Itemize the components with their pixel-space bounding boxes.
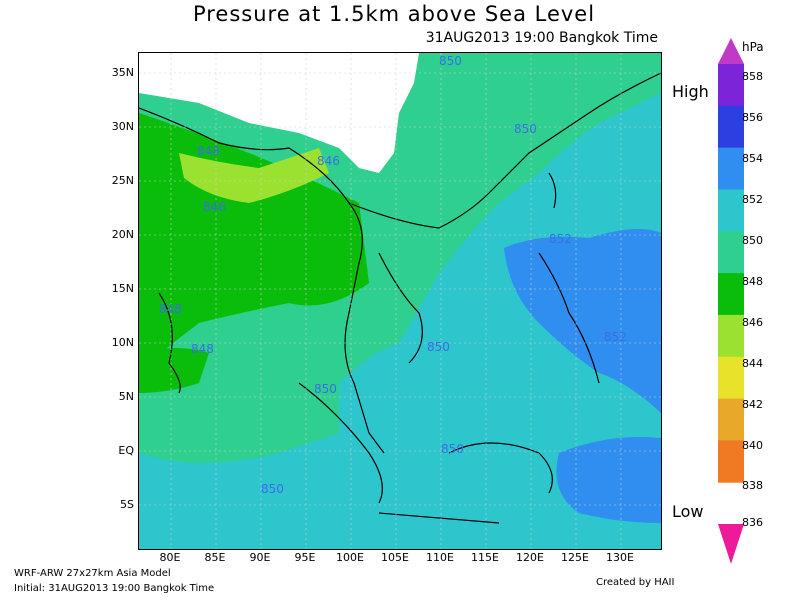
coastline-india — [158, 292, 181, 394]
colorbar-label: 840 — [742, 439, 763, 452]
field-850-south — [139, 413, 399, 549]
colorbar-label: 852 — [742, 193, 763, 206]
colorbar-cells — [718, 64, 744, 483]
colorbar-high-label: High — [672, 82, 709, 101]
y-tick-label: 5N — [118, 390, 134, 403]
colorbar-cell — [718, 273, 744, 316]
coastline-indochina — [378, 252, 423, 364]
x-tick-label: 80E — [159, 551, 181, 564]
contour-label-philippines-north: 852 — [549, 232, 572, 246]
coastline-taiwan — [548, 172, 557, 209]
colorbar-cell — [718, 105, 744, 149]
x-tick-label: 85E — [204, 551, 226, 564]
contour-label-tibet-south: 848 — [197, 144, 220, 158]
coastline-sumatra — [298, 382, 383, 504]
x-tick-label: 130E — [606, 551, 634, 564]
contour-label-java: 850 — [261, 482, 284, 496]
credit: Created by HAII — [596, 577, 675, 588]
contour-label-philippines-east: 852 — [604, 330, 627, 344]
field-852-philippines — [504, 229, 661, 413]
x-tick-label: 110E — [426, 551, 454, 564]
contour-label-sumatra: 850 — [314, 382, 337, 396]
colorbar-cell — [718, 231, 744, 274]
colorbar-cell — [718, 147, 744, 190]
colorbar-label: 854 — [742, 152, 763, 165]
colorbar — [718, 38, 744, 564]
initial-time: Initial: 31AUG2013 19:00 Bangkok Time — [14, 583, 215, 594]
colorbar-cell — [718, 189, 744, 232]
contour-label-sri-lanka: 848 — [191, 342, 214, 356]
y-tick-label: 25N — [111, 174, 134, 187]
map-title: Pressure at 1.5km above Sea Level — [192, 2, 596, 26]
field-850-852 — [339, 93, 661, 549]
colorbar-label: 842 — [742, 398, 763, 411]
contour-label-malaysia: 850 — [427, 340, 450, 354]
model-name: WRF-ARW 27x27km Asia Model — [14, 568, 171, 579]
contour-label-bangladesh: 846 — [317, 154, 340, 168]
colorbar-label: 844 — [742, 357, 763, 370]
colorbar-top-arrow — [718, 38, 744, 64]
field-852-southeast — [556, 437, 661, 523]
contour-label-north: 850 — [439, 54, 462, 68]
colorbar-cell — [718, 398, 744, 441]
contour-label-taiwan-strait: 850 — [514, 122, 537, 136]
field-844 — [179, 148, 329, 203]
colorbar-label: 848 — [742, 275, 763, 288]
colorbar-label: 836 — [742, 516, 763, 529]
colorbar-cell — [718, 440, 744, 483]
y-tick-label: 20N — [111, 228, 134, 241]
colorbar-label: 846 — [742, 316, 763, 329]
graticule — [139, 53, 661, 549]
colorbar-low-label: Low — [672, 502, 704, 521]
colorbar-unit: hPa — [742, 40, 764, 54]
map-plot: 850 850 848 846 846 848 848 852 852 850 … — [138, 52, 662, 550]
colorbar-cell — [718, 356, 744, 400]
x-tick-label: 115E — [471, 551, 499, 564]
y-tick-label: 5S — [120, 498, 134, 511]
x-tick-label: 125E — [561, 551, 589, 564]
coastline-java — [378, 512, 500, 524]
colorbar-label: 858 — [742, 70, 763, 83]
x-tick-label: 90E — [249, 551, 271, 564]
x-tick-label: 105E — [381, 551, 409, 564]
contour-label-borneo: 850 — [441, 442, 464, 456]
contour-label-bay-of-bengal: 848 — [159, 302, 182, 316]
colorbar-label: 838 — [742, 479, 763, 492]
colorbar-label: 856 — [742, 111, 763, 124]
x-tick-label: 100E — [336, 551, 364, 564]
coastline-philippines — [538, 252, 600, 384]
map-subtitle: 31AUG2013 19:00 Bangkok Time — [425, 30, 658, 46]
y-tick-label: 15N — [111, 282, 134, 295]
y-tick-label: EQ — [118, 444, 134, 457]
pressure-field-map: 850 850 848 846 846 848 848 852 852 850 … — [139, 53, 661, 549]
x-tick-label: 120E — [516, 551, 544, 564]
y-tick-label: 10N — [111, 336, 134, 349]
coastline-borneo — [448, 442, 553, 494]
colorbar-cell — [718, 64, 744, 107]
contour-label-tibet-west: 846 — [203, 200, 226, 214]
x-tick-label: 95E — [294, 551, 316, 564]
coastline-mainland — [139, 107, 385, 454]
y-tick-label: 35N — [111, 66, 134, 79]
y-tick-label: 30N — [111, 120, 134, 133]
coastline-china — [348, 72, 661, 229]
colorbar-bottom-arrow — [718, 524, 744, 564]
colorbar-cell — [718, 314, 744, 358]
no-data-region — [139, 53, 419, 173]
colorbar-label: 850 — [742, 234, 763, 247]
